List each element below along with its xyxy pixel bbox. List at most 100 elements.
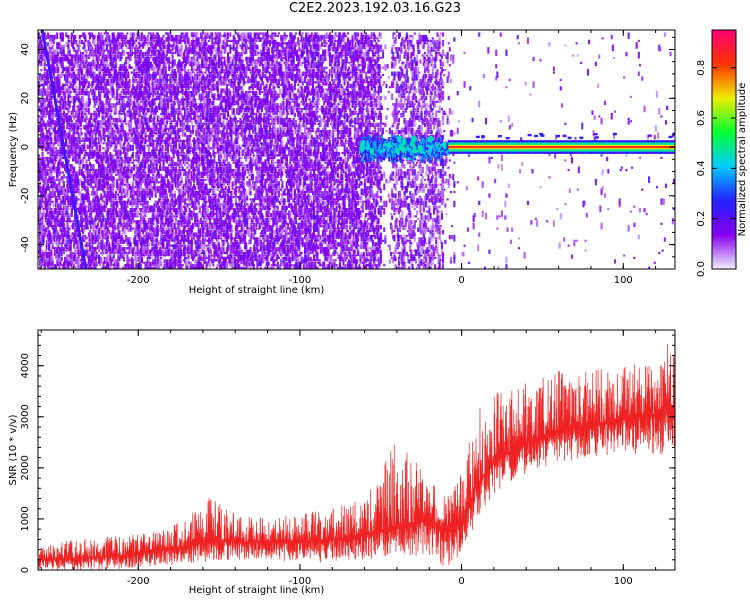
heatmap-cell: [168, 95, 171, 103]
heatmap-cell: [100, 256, 103, 264]
heatmap-cell: [126, 32, 129, 35]
heatmap-cell: [45, 210, 48, 218]
heatmap-cell: [81, 210, 84, 213]
heatmap-cell: [105, 95, 108, 103]
heatmap-cell: [163, 154, 166, 159]
heatmap-cell: [68, 59, 71, 64]
heatmap-cell: [159, 227, 162, 232]
heatmap-cell: [61, 151, 64, 157]
heatmap-cell: [53, 264, 56, 269]
heatmap-cell: [161, 108, 164, 115]
heatmap-cell: [121, 73, 124, 79]
heatmap-cell: [91, 139, 94, 147]
heatmap-cell: [57, 78, 60, 84]
heatmap-cell: [113, 66, 116, 74]
heatmap-cell: [127, 161, 130, 164]
heatmap-cell: [98, 34, 101, 38]
heatmap-cell: [56, 88, 59, 93]
heatmap-cell: [79, 34, 82, 38]
heatmap-cell: [109, 71, 112, 79]
heatmap-cell: [105, 220, 108, 223]
heatmap-cell: [161, 222, 164, 228]
heatmap-cell: [49, 239, 52, 245]
heatmap-cell: [159, 186, 162, 193]
heatmap-cell: [111, 259, 114, 262]
heatmap-cell: [41, 83, 44, 86]
heatmap-cell: [160, 61, 163, 64]
heatmap-cell: [48, 230, 51, 237]
heatmap-cell: [53, 269, 55, 276]
heatmap-cell: [141, 173, 144, 181]
heatmap-cell: [86, 73, 89, 79]
heatmap-cell: [83, 142, 86, 147]
heatmap-cell: [130, 256, 133, 264]
heatmap-cell: [69, 242, 72, 249]
heatmap-cell: [74, 49, 77, 52]
heatmap-cell: [128, 249, 131, 254]
heatmap-cell: [150, 205, 153, 213]
heatmap-cell: [131, 100, 134, 106]
heatmap-cell: [165, 112, 168, 120]
heatmap-cell: [145, 112, 148, 116]
heatmap-cell: [70, 251, 73, 259]
heatmap-cell: [163, 83, 166, 86]
heatmap-cell: [40, 44, 43, 49]
heatmap-cell: [163, 64, 166, 69]
heatmap-cell: [112, 56, 115, 64]
heatmap-cell: [58, 171, 61, 176]
heatmap-cell: [91, 200, 94, 206]
heatmap-cell: [126, 91, 129, 94]
heatmap-cell: [61, 122, 64, 130]
heatmap-cell: [158, 149, 161, 157]
heatmap-cell: [160, 173, 163, 179]
heatmap-cell: [87, 91, 90, 98]
heatmap-cell: [162, 186, 165, 193]
heatmap-cell: [170, 120, 173, 125]
heatmap-cell: [66, 112, 69, 116]
heatmap-cell: [128, 147, 131, 150]
heatmap-cell: [67, 132, 70, 139]
heatmap-cell: [161, 86, 164, 91]
heatmap-cell: [144, 173, 147, 177]
heatmap-cell: [115, 259, 118, 266]
heatmap-cell: [90, 232, 93, 239]
heatmap-cell: [153, 66, 156, 71]
heatmap-cell: [66, 193, 69, 198]
heatmap-cell: [111, 161, 114, 167]
heatmap-cell: [87, 64, 90, 69]
heatmap-cell: [151, 100, 154, 106]
heatmap-cell: [118, 115, 121, 118]
heatmap-cell: [103, 91, 106, 94]
heatmap-cell: [168, 181, 171, 186]
heatmap-cell: [136, 54, 139, 57]
heatmap-cell: [92, 112, 95, 116]
heatmap-cell: [164, 247, 167, 254]
heatmap-cell: [48, 76, 51, 79]
heatmap-cell: [82, 42, 85, 45]
heatmap-cell: [173, 171, 176, 174]
heatmap-cell: [158, 103, 161, 110]
heatmap-cell: [58, 91, 61, 98]
heatmap-cell: [40, 115, 43, 122]
heatmap-cell: [164, 195, 167, 203]
heatmap-cell: [125, 137, 128, 142]
heatmap-cell: [40, 217, 43, 220]
heatmap-cell: [170, 112, 173, 118]
heatmap-cell: [101, 244, 104, 252]
heatmap-cell: [163, 188, 166, 196]
heatmap-cell: [159, 242, 162, 247]
heatmap-cell: [85, 193, 88, 200]
heatmap-cell: [164, 132, 167, 135]
heatmap-cell: [153, 244, 156, 249]
heatmap-cell: [162, 249, 165, 254]
heatmap-cell: [133, 95, 136, 98]
heatmap-cell: [171, 137, 174, 144]
heatmap-cell: [98, 198, 101, 203]
heatmap-cell: [146, 144, 149, 147]
heatmap-cell: [104, 169, 107, 176]
heatmap-cell: [84, 83, 87, 86]
heatmap-cell: [165, 142, 168, 147]
heatmap-cell: [164, 81, 167, 86]
heatmap-cell: [60, 44, 63, 49]
heatmap-cell: [121, 71, 124, 76]
